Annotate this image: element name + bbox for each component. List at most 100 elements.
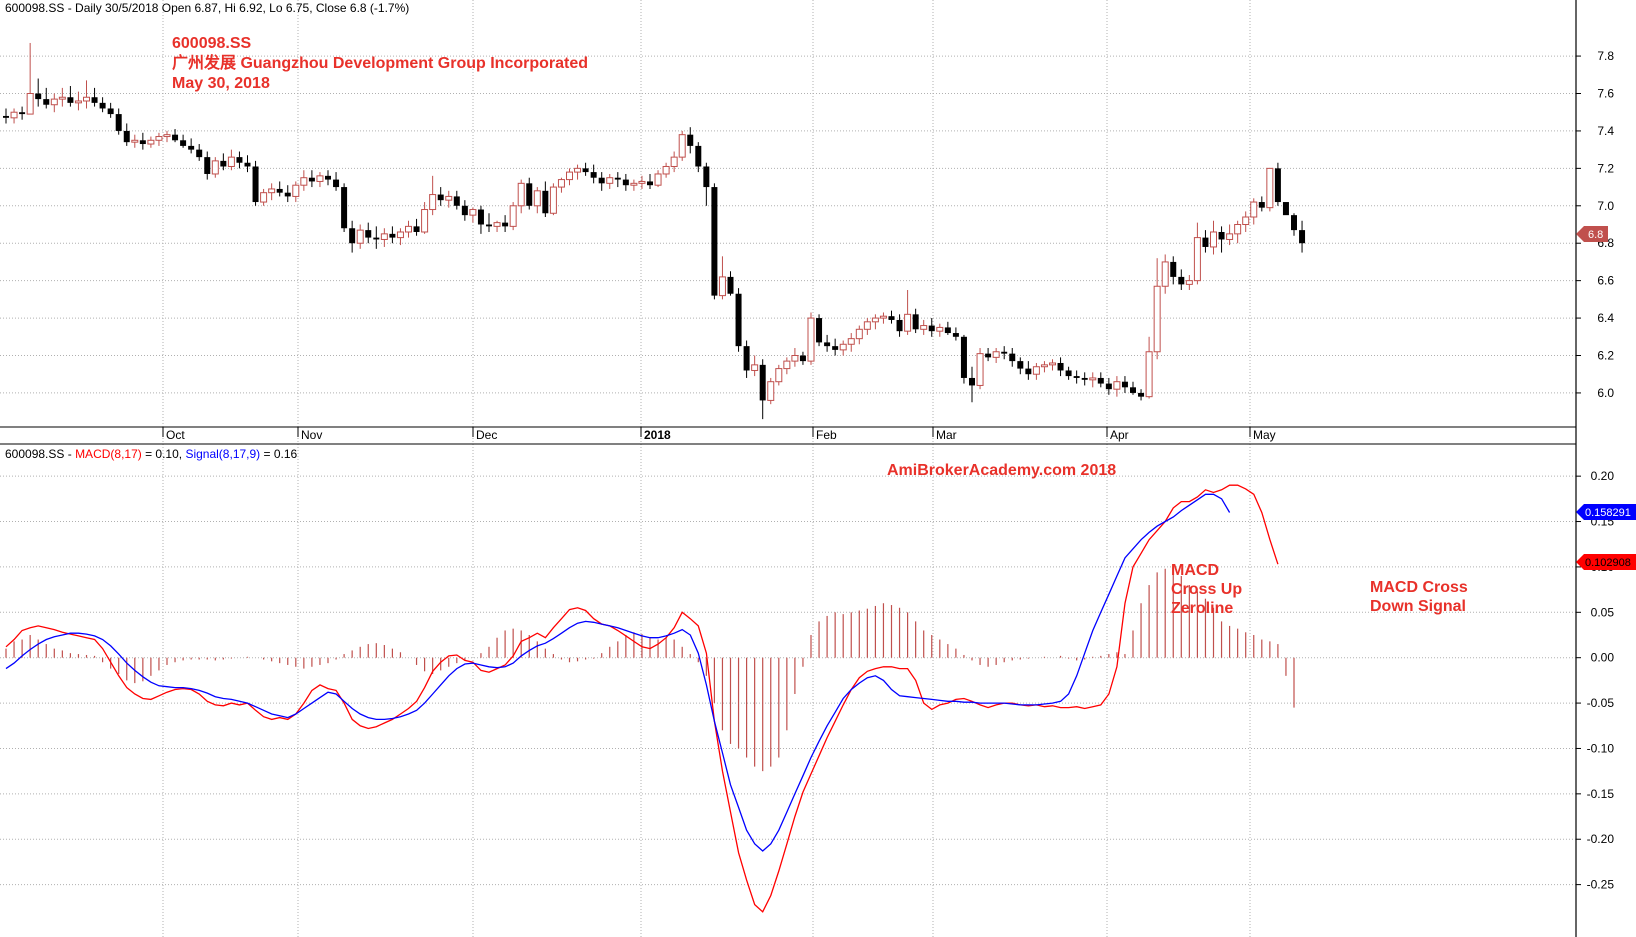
candle-body-up <box>1040 364 1048 368</box>
candle-body-up <box>638 180 646 184</box>
macd-cross-down-line1: MACD Cross <box>1370 579 1468 596</box>
candle-body-down <box>1299 230 1306 244</box>
candle-body-down <box>341 187 348 229</box>
price-header: 600098.SS - Daily 30/5/2018 Open 6.87, H… <box>5 1 409 15</box>
candle-body-down <box>960 336 967 378</box>
candle-body-down <box>373 237 380 240</box>
candle-body-up <box>574 167 582 173</box>
price-panel[interactable] <box>0 0 1576 427</box>
candle-body-up <box>662 165 670 175</box>
candle-body-down <box>590 172 597 178</box>
month-tick-label: May <box>1253 428 1276 442</box>
candle-body-down <box>244 162 251 167</box>
candle-body-up <box>163 134 171 138</box>
candle-body-down <box>1138 392 1145 397</box>
macd-axis: 0.200.150.100.050.00-0.05-0.10-0.15-0.20… <box>1576 469 1615 892</box>
candle-body-down <box>1282 202 1289 216</box>
candle-body-down <box>743 346 750 371</box>
candle-body-down <box>542 190 549 214</box>
close-price-badge: 6.8 <box>1576 226 1608 242</box>
candle-body-up <box>155 136 163 141</box>
candle-body-down <box>824 342 831 347</box>
macd-cross-up-line1: MACD <box>1171 562 1219 579</box>
candle-body-down <box>695 145 702 167</box>
macd-axis-label: -0.10 <box>1587 741 1615 755</box>
candle-body-up <box>791 355 799 362</box>
candle-body-up <box>904 313 912 332</box>
candle-body-up <box>807 317 815 362</box>
candle-body-down <box>526 183 533 206</box>
macd-cross-down-line2: Down Signal <box>1370 598 1466 615</box>
candle-body-up <box>920 325 928 330</box>
candle-body-up <box>421 209 429 233</box>
macd-panel[interactable] <box>0 444 1576 937</box>
symbol-annotation: 600098.SS <box>172 35 252 52</box>
candle-body-up <box>509 205 517 227</box>
candle-body-down <box>759 364 766 401</box>
candle-body-up <box>1185 280 1193 285</box>
candle-body-down <box>486 224 492 227</box>
candle-body-down <box>1017 361 1024 369</box>
candle-body-up <box>83 96 90 102</box>
date-annotation: May 30, 2018 <box>172 75 270 92</box>
vertical-grid <box>162 0 1251 937</box>
candle-body-up <box>74 100 82 104</box>
macd-histogram <box>5 568 1295 772</box>
candle-body-up <box>211 160 219 175</box>
candle-body-up <box>268 188 276 194</box>
candle-body-down <box>1258 202 1265 208</box>
price-axis-label: 7.4 <box>1597 124 1614 138</box>
candle-body-down <box>928 325 935 332</box>
candle-body-up <box>630 182 638 186</box>
macd-axis-label: -0.20 <box>1587 832 1615 846</box>
candle-body-down <box>912 314 919 330</box>
candle-body-up <box>549 186 557 214</box>
candle-body-up <box>131 139 139 143</box>
signal-value-badge-text: 0.158291 <box>1585 507 1631 519</box>
candle-body-down <box>172 134 179 141</box>
candle-body-down <box>735 293 742 347</box>
candle-body-down <box>598 177 605 184</box>
candle-body-down <box>969 377 975 386</box>
candle-body-up <box>1049 362 1056 366</box>
candle-body-down <box>727 276 734 294</box>
candle-body-down <box>1105 383 1112 390</box>
price-axis-label: 6.2 <box>1597 349 1614 363</box>
candle-body-up <box>557 179 565 188</box>
candle-body-down <box>43 99 50 105</box>
candle-body-down <box>180 140 187 146</box>
candle-body-up <box>1161 261 1169 287</box>
candle-body-up <box>380 233 388 240</box>
candle-body-up <box>147 139 155 145</box>
macd-axis-label: 0.00 <box>1591 651 1615 665</box>
macd-axis-label: -0.25 <box>1587 878 1615 892</box>
month-tick-label: 2018 <box>644 428 671 442</box>
candle-body-down <box>252 166 259 203</box>
candle-body-up <box>533 190 541 207</box>
candle-body-down <box>799 355 806 362</box>
macd-cross-up-line3: Zeroline <box>1171 600 1233 617</box>
month-tick-label: Nov <box>301 428 322 442</box>
candle-body-down <box>1218 231 1225 240</box>
candle-body-down <box>1057 362 1064 371</box>
month-tick-label: Mar <box>936 428 957 442</box>
candle-body-up <box>227 156 235 167</box>
candle-body-down <box>99 102 106 109</box>
candle-body-down <box>1025 368 1032 375</box>
candle-body-down <box>1081 377 1088 380</box>
candle-body-up <box>445 195 453 201</box>
candle-body-down <box>1178 276 1185 285</box>
signal-line <box>5 493 1231 852</box>
candle-body-down <box>647 181 653 186</box>
candle-body-down <box>196 149 203 158</box>
candle-body-down <box>614 177 621 180</box>
candle-body-down <box>832 346 839 350</box>
candle-body-up <box>10 111 18 119</box>
candle-body-down <box>622 179 629 186</box>
candle-body-up <box>718 276 726 297</box>
candle-body-down <box>888 316 895 320</box>
candle-body-down <box>582 168 589 173</box>
candle-body-down <box>896 319 903 332</box>
candle-body-up <box>1226 233 1234 240</box>
